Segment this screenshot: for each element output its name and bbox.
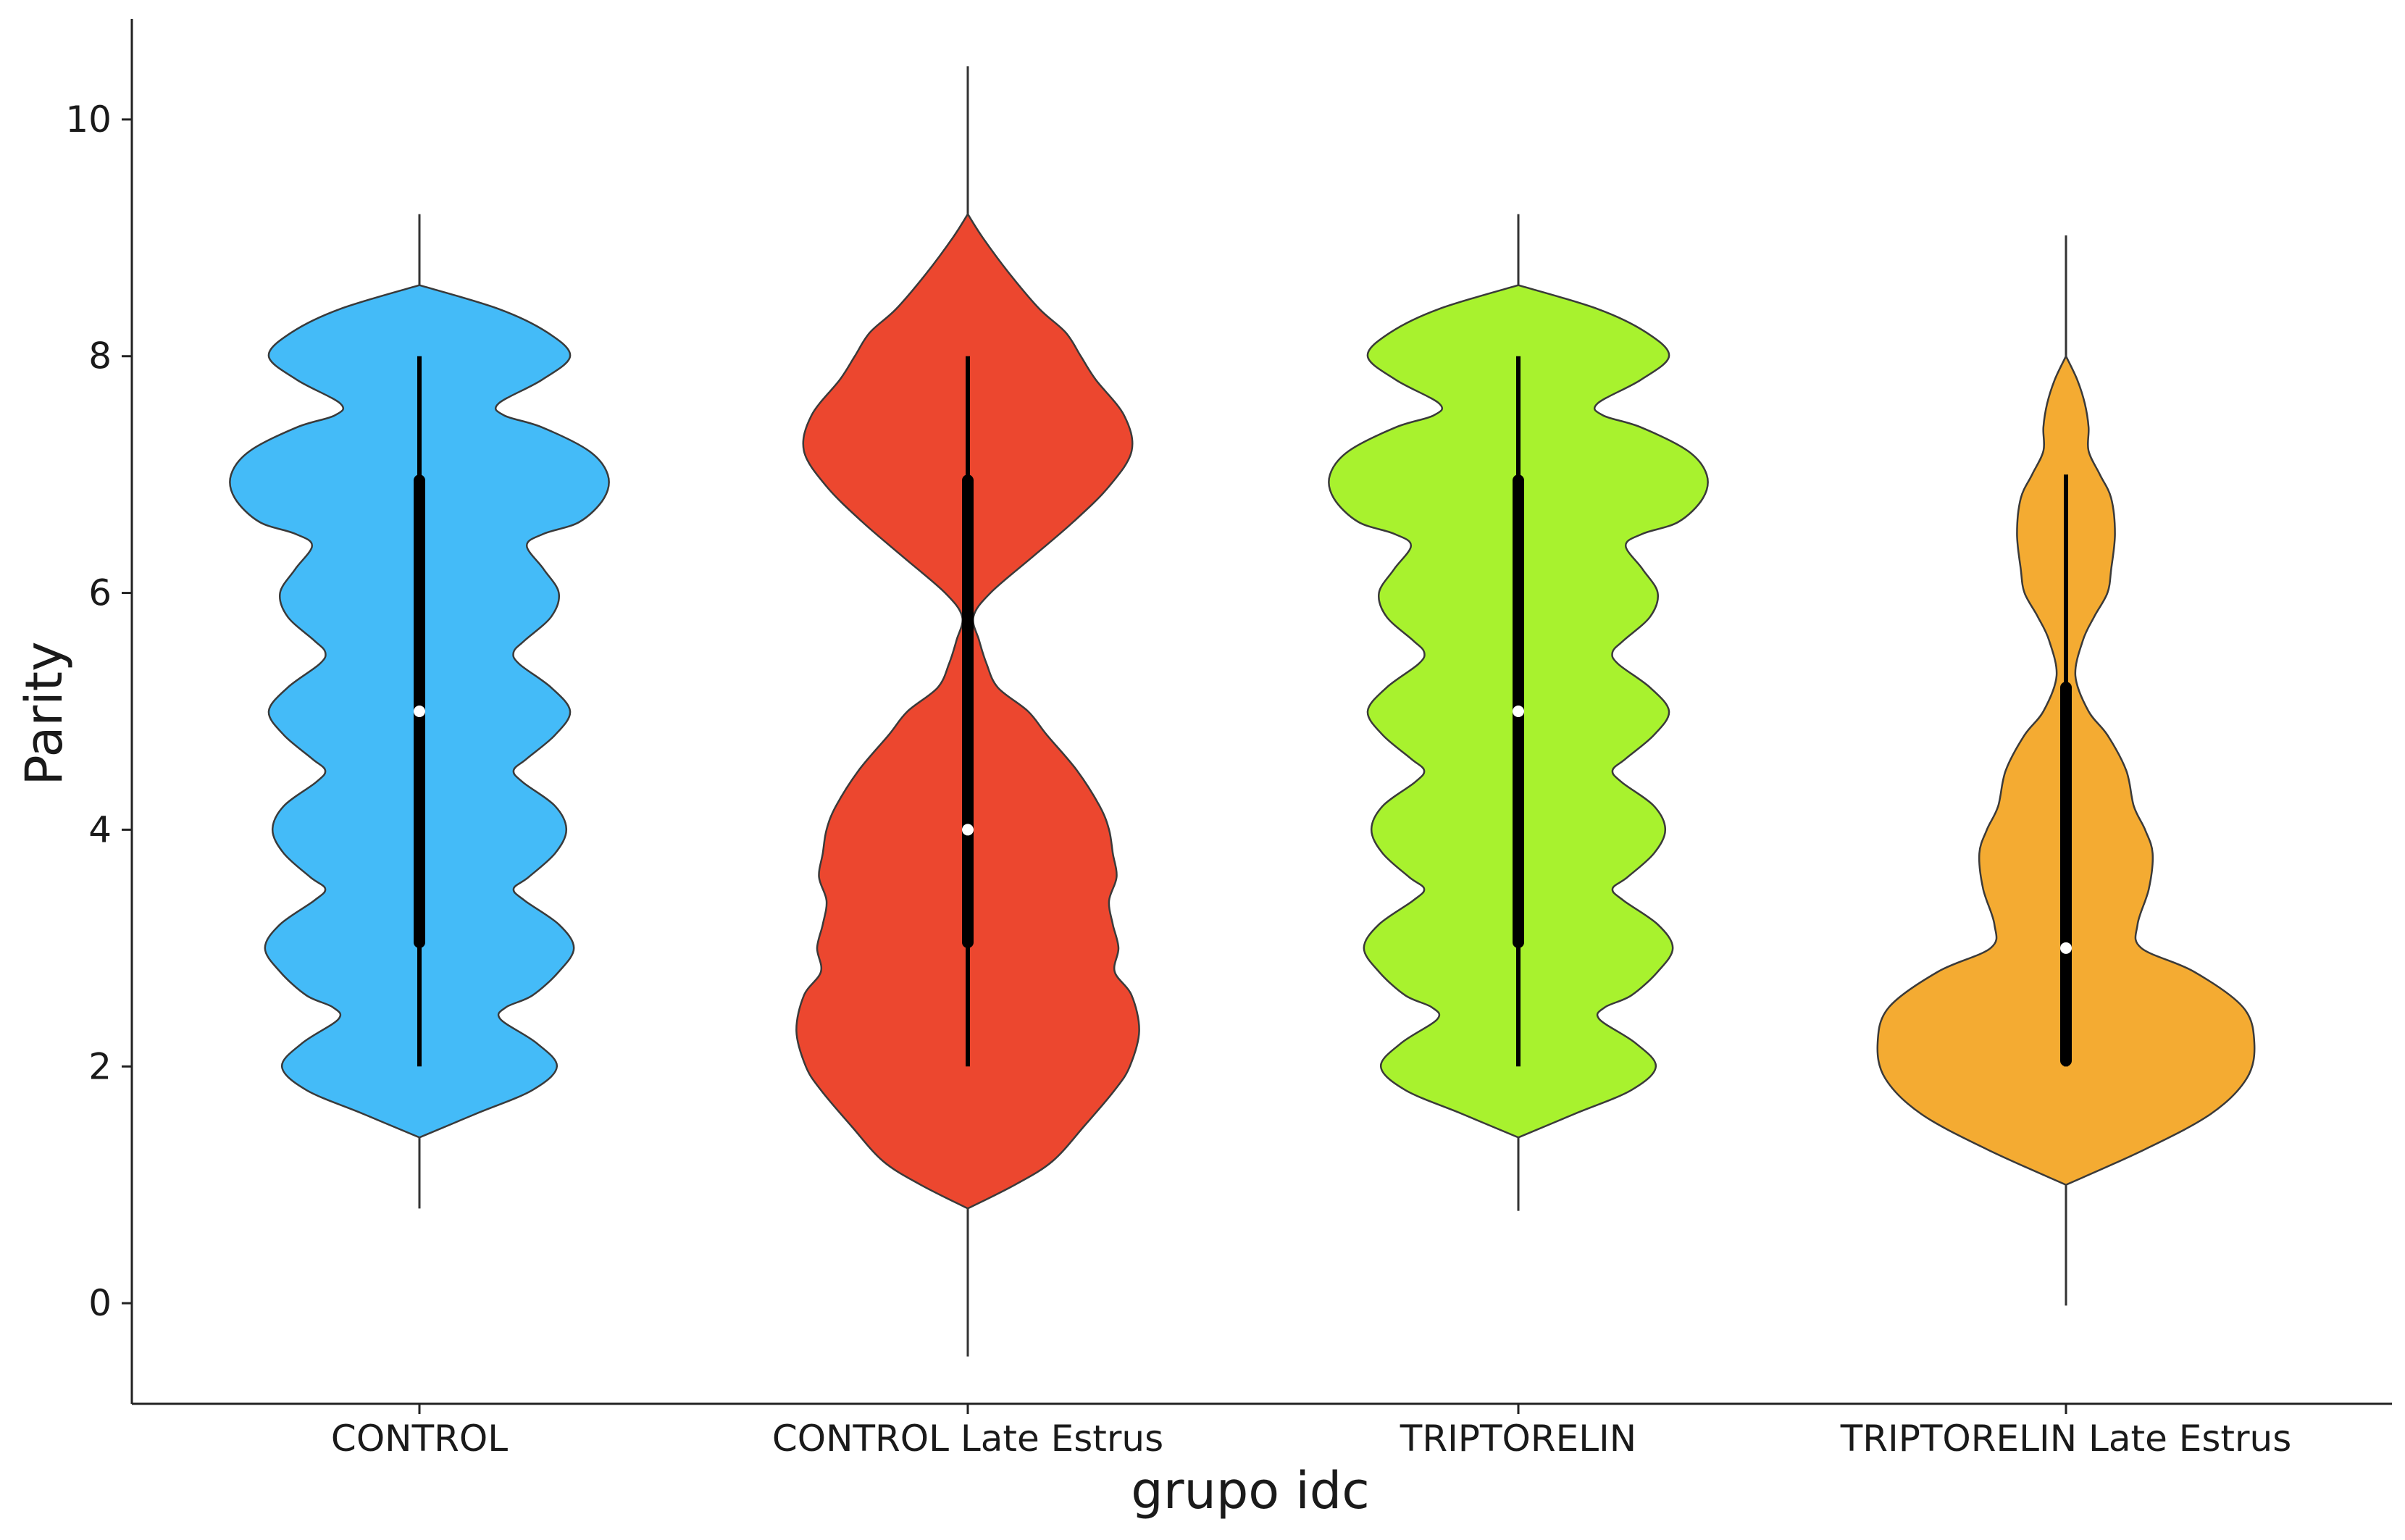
violin-group	[1328, 214, 1709, 1211]
x-tick-label: TRIPTORELIN	[1400, 1418, 1636, 1460]
y-tick-label: 0	[88, 1282, 112, 1324]
y-tick-label: 6	[88, 572, 112, 614]
violin-iqr-bar	[2060, 682, 2072, 1067]
x-tick-label: TRIPTORELIN Late Estrus	[1840, 1418, 2292, 1460]
x-axis-title: grupo idc	[1131, 1461, 1369, 1520]
violin-median-dot	[414, 706, 425, 717]
axes-layer	[130, 19, 2392, 1405]
y-tick-label: 2	[88, 1045, 112, 1087]
violin-median-dot	[962, 824, 974, 836]
violin-iqr-bar	[962, 474, 974, 948]
violin-group	[1876, 235, 2256, 1306]
y-tick-label: 4	[88, 808, 112, 850]
violin-group	[795, 66, 1140, 1357]
violins-layer	[229, 66, 2256, 1357]
x-tick-label: CONTROL	[331, 1418, 508, 1460]
x-tick-label: CONTROL Late Estrus	[772, 1418, 1163, 1460]
y-tick-label: 10	[65, 99, 112, 141]
y-tick-label: 8	[88, 335, 112, 377]
y-ticks-layer: 0 2 4 6 8 10	[65, 99, 132, 1324]
y-axis-title: Parity	[14, 641, 74, 785]
violin-median-dot	[1513, 706, 1524, 717]
x-ticks-layer: CONTROL CONTROL Late Estrus TRIPTORELIN TRI…	[331, 1404, 2291, 1460]
violin-median-dot	[2060, 942, 2072, 954]
violin-group	[229, 214, 610, 1209]
